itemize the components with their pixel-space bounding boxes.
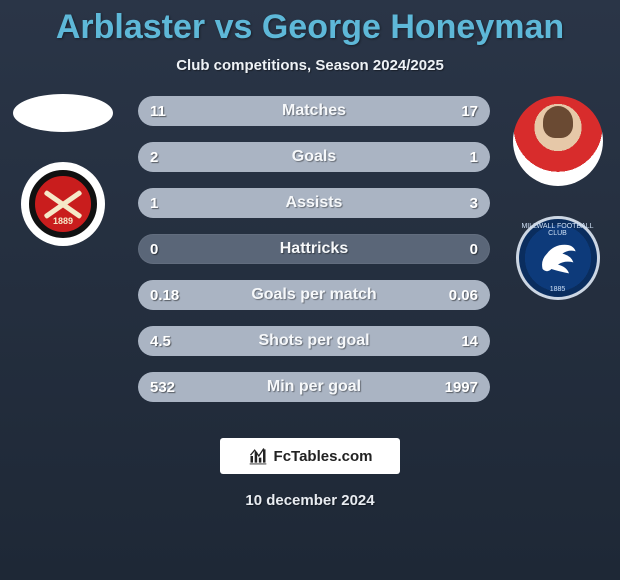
stat-value-left: 0.18 <box>150 287 179 304</box>
brand-logo[interactable]: FcTables.com <box>220 438 400 474</box>
comparison-panel: 1889 MILLWALL FOOTBALL CLUB 1885 Matches… <box>0 96 620 416</box>
stat-value-left: 2 <box>150 149 158 166</box>
stat-value-right: 17 <box>461 103 478 120</box>
stat-label: Goals per match <box>138 286 490 304</box>
stat-row: Hattricks0 0 <box>138 234 490 264</box>
stat-row: Min per goal532 1997 <box>138 372 490 402</box>
left-player-column: 1889 <box>8 94 118 246</box>
page-title: Arblaster vs George Honeyman <box>0 0 620 47</box>
stat-row: Goals per match0.18 0.06 <box>138 280 490 310</box>
stat-value-right: 1 <box>470 149 478 166</box>
stat-value-left: 11 <box>150 103 166 120</box>
stat-label: Min per goal <box>138 378 490 396</box>
stat-value-left: 1 <box>150 195 158 212</box>
stat-row: Goals2 1 <box>138 142 490 172</box>
stat-value-left: 532 <box>150 379 175 396</box>
stat-value-right: 0 <box>470 241 478 258</box>
stat-value-right: 3 <box>470 195 478 212</box>
stat-label: Goals <box>138 148 490 166</box>
right-player-avatar <box>513 96 603 186</box>
left-club-year: 1889 <box>53 216 73 226</box>
stat-value-right: 1997 <box>445 379 478 396</box>
page-subtitle: Club competitions, Season 2024/2025 <box>0 57 620 74</box>
stat-label: Assists <box>138 194 490 212</box>
right-club-text: MILLWALL FOOTBALL CLUB 1885 <box>519 219 597 297</box>
stat-row: Matches11 17 <box>138 96 490 126</box>
right-player-column: MILLWALL FOOTBALL CLUB 1885 <box>505 96 610 300</box>
brand-text: FcTables.com <box>274 448 373 465</box>
stat-label: Matches <box>138 102 490 120</box>
stat-value-left: 4.5 <box>150 333 171 350</box>
stat-bars: Matches1117Goals21Assists13Hattricks00Go… <box>138 96 490 402</box>
stat-label: Shots per goal <box>138 332 490 350</box>
chart-icon <box>248 446 268 466</box>
stat-row: Assists1 3 <box>138 188 490 218</box>
stat-value-right: 0.06 <box>449 287 478 304</box>
stat-value-right: 14 <box>461 333 478 350</box>
stat-row: Shots per goal4.5 14 <box>138 326 490 356</box>
left-club-crest: 1889 <box>21 162 105 246</box>
stat-value-left: 0 <box>150 241 158 258</box>
stat-label: Hattricks <box>138 240 490 258</box>
date-text: 10 december 2024 <box>0 492 620 509</box>
left-player-avatar <box>13 94 113 132</box>
right-club-crest: MILLWALL FOOTBALL CLUB 1885 <box>516 216 600 300</box>
